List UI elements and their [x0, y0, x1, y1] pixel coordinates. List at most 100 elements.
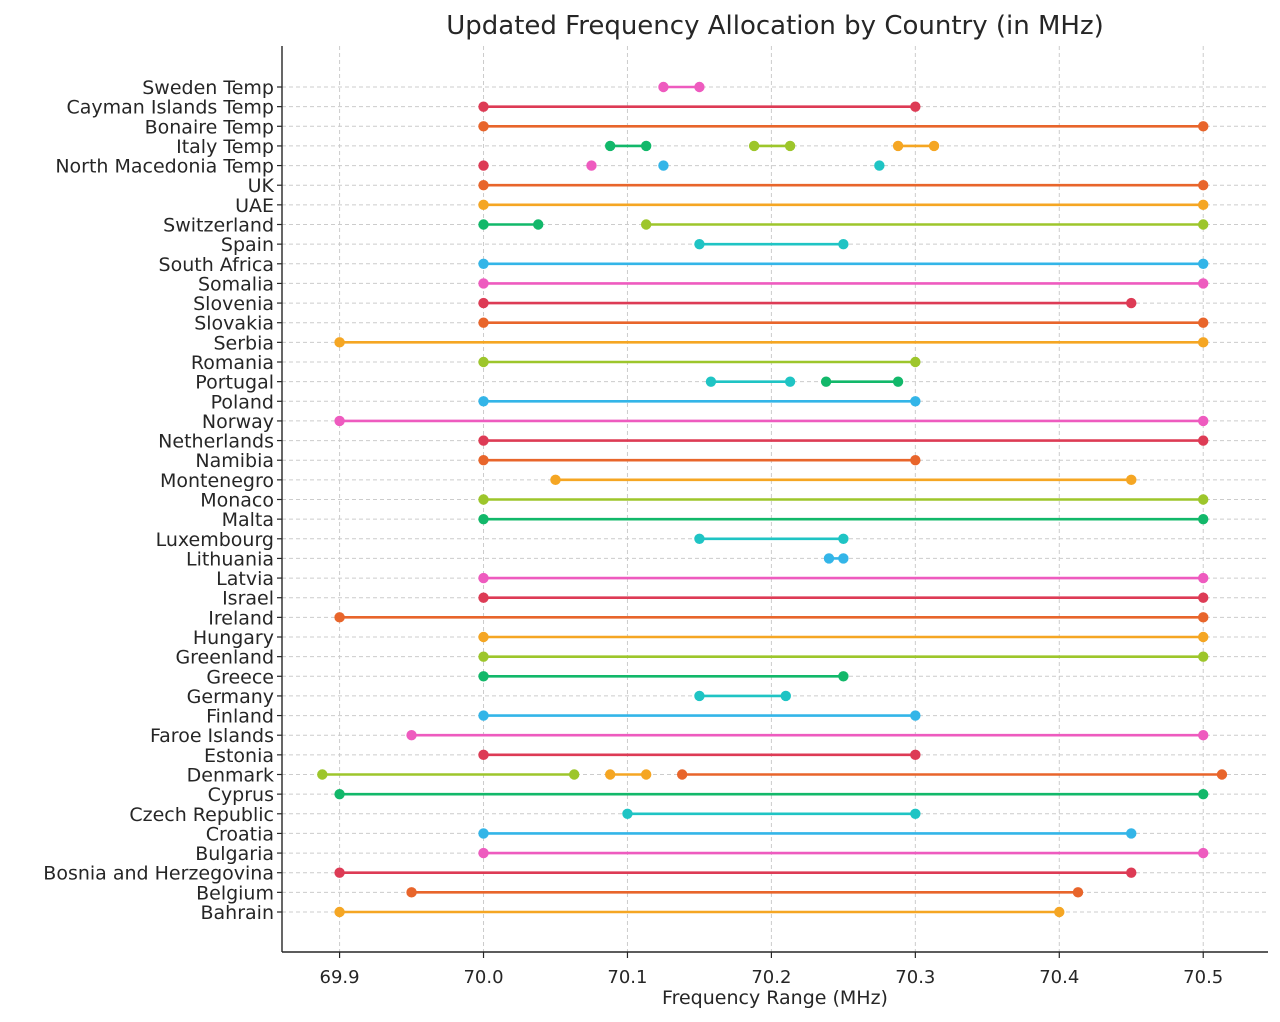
segment-end-point [910, 396, 921, 407]
y-tick-label: Switzerland [163, 215, 274, 237]
y-tick-label: Somalia [198, 273, 274, 295]
segment-end-point [910, 749, 921, 761]
allocation-segment [478, 297, 1137, 309]
segment-end-point [694, 81, 705, 93]
allocation-segment [478, 258, 1209, 269]
segment-start-point [622, 808, 633, 819]
segment-start-point [478, 101, 489, 112]
allocation-segment [874, 160, 885, 171]
x-tick-label: 70.3 [895, 967, 935, 988]
segment-start-point [478, 199, 489, 211]
allocation-segment [478, 180, 1209, 191]
allocation-segment [478, 317, 1209, 328]
allocation-segment [334, 867, 1137, 878]
segment-start-point [317, 769, 328, 780]
segment-end-point [1198, 631, 1209, 643]
segment-end-point [1198, 435, 1209, 446]
segment-end-point [1198, 121, 1209, 132]
segment-end-point [784, 140, 796, 152]
segment-start-point [478, 671, 489, 682]
segment-start-point [334, 415, 345, 427]
segment-start-point [478, 278, 489, 289]
segment-start-point [406, 887, 417, 898]
allocation-segment [694, 533, 849, 544]
allocation-segment [478, 356, 921, 368]
segment-end-point [910, 455, 921, 466]
data-segments [317, 81, 1228, 918]
segment-start-point [478, 258, 489, 269]
x-axis-label: Frequency Range (MHz) [662, 987, 888, 1009]
y-tick-label: South Africa [159, 254, 274, 276]
segment-end-point [1198, 788, 1209, 800]
allocation-segment [406, 730, 1209, 741]
allocation-segment [478, 828, 1137, 839]
segment-start-point [694, 533, 705, 544]
segment-end-point [1198, 847, 1209, 859]
segment-start-point [478, 317, 489, 328]
segment-start-point [550, 474, 561, 486]
segment-start-point [334, 337, 345, 348]
segment-end-point [1198, 513, 1209, 525]
x-tick-label: 70.1 [607, 967, 647, 988]
segment-end-point [910, 710, 921, 721]
segment-end-point [640, 140, 652, 152]
allocation-segment [478, 160, 489, 171]
y-tick-label: Croatia [206, 823, 274, 845]
segment-end-point [1198, 180, 1209, 191]
segment-start-point [823, 553, 835, 564]
segment-end-point [1198, 494, 1209, 505]
allocation-segment [622, 808, 921, 819]
y-tick-label: Luxembourg [156, 529, 274, 551]
allocation-segment [334, 337, 1209, 348]
allocation-segment [317, 769, 580, 780]
allocation-segment [604, 769, 652, 780]
segment-end-point [1198, 219, 1209, 230]
allocation-segment [478, 396, 921, 407]
segment-start-point [478, 828, 489, 839]
y-tick-label: Bulgaria [195, 843, 274, 865]
y-tick-label: Belgium [196, 882, 274, 904]
y-tick-label: Cayman Islands Temp [67, 97, 275, 119]
segment-end-point [1072, 887, 1084, 898]
segment-start-point [478, 513, 489, 525]
y-tick-label: Germany [187, 686, 274, 708]
allocation-segment [478, 455, 921, 466]
segment-start-point [478, 297, 489, 309]
segment-end-point [569, 769, 580, 780]
segment-start-point [478, 592, 489, 603]
segment-start-point [478, 710, 489, 721]
y-tick-label: Lithuania [186, 548, 274, 570]
allocation-segment [334, 612, 1209, 623]
segment-start-point [478, 847, 489, 859]
chart-title: Updated Frequency Allocation by Country … [446, 11, 1104, 41]
allocation-segment [478, 435, 1209, 446]
segment-start-point [586, 160, 597, 171]
segment-start-point [334, 867, 345, 878]
y-tick-label: Serbia [213, 332, 274, 354]
allocation-segment [334, 906, 1065, 918]
allocation-segment [892, 140, 940, 152]
segment-end-point [1198, 730, 1209, 741]
segment-end-point [838, 238, 849, 250]
allocation-segment [334, 415, 1209, 427]
y-tick-label: Estonia [204, 745, 274, 767]
allocation-segment [705, 376, 796, 387]
x-tick-labels: 69.9 70.0 70.1 70.2 70.3 70.4 70.5 [320, 952, 1223, 988]
allocation-segment [478, 749, 921, 761]
y-tick-label: Poland [211, 391, 274, 413]
segment-start-point [478, 572, 489, 584]
segment-start-point [334, 612, 345, 623]
allocation-segment [694, 238, 849, 250]
y-tick-label: Sweden Temp [142, 77, 274, 99]
segment-start-point [478, 494, 489, 505]
segment-end-point [910, 808, 921, 819]
segment-start-point [748, 140, 760, 152]
allocation-segment [550, 474, 1137, 486]
allocation-segment [478, 710, 921, 721]
allocation-segment [334, 788, 1209, 800]
segment-end-point [1216, 769, 1228, 780]
y-tick-label: Slovenia [193, 293, 274, 315]
segment-start-point [478, 396, 489, 407]
segment-end-point [838, 671, 849, 682]
